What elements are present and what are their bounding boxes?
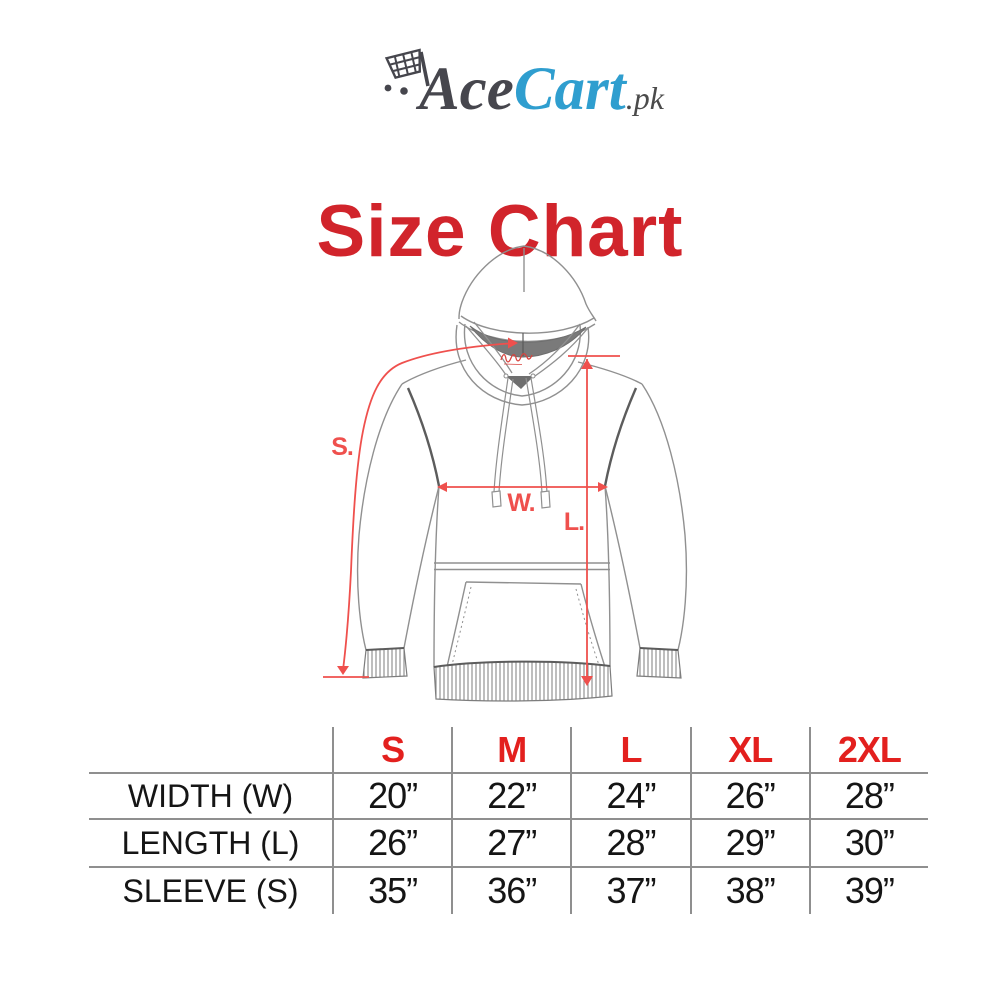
cell-sleeve-m: 36”	[451, 866, 571, 914]
cell-length-2xl: 30”	[808, 818, 928, 866]
sleeve-measure-line	[342, 342, 517, 671]
cell-sleeve-2xl: 39”	[808, 866, 928, 914]
row-label-width: WIDTH (W)	[89, 772, 332, 818]
sleeve-label: S.	[331, 433, 353, 461]
col-header-xl: XL	[689, 727, 809, 772]
col-header-s: S	[332, 727, 451, 772]
cell-width-xl: 26”	[689, 772, 809, 818]
measure-arrowheads	[337, 337, 608, 686]
raglan-seams	[406, 387, 638, 487]
length-label: L.	[564, 508, 584, 536]
brand-logo: AceCart.pk	[383, 40, 683, 132]
cell-length-l: 28”	[570, 818, 690, 866]
logo-text-domain: .pk	[625, 80, 664, 116]
width-label: W.	[507, 489, 534, 517]
col-header-l: L	[570, 727, 689, 772]
cell-sleeve-l: 37”	[570, 866, 690, 914]
ribbed-hem	[433, 660, 613, 702]
brand-name: AceCart.pk	[419, 56, 664, 123]
row-label-length: LENGTH (L)	[89, 818, 332, 866]
cell-width-l: 24”	[570, 772, 690, 818]
collar-brand-signature	[500, 352, 533, 365]
cell-sleeve-s: 35”	[332, 866, 452, 914]
logo-text-ace: Ace	[419, 56, 514, 123]
cell-length-s: 26”	[332, 818, 452, 866]
row-label-sleeve: SLEEVE (S)	[89, 866, 332, 914]
table-corner-cell	[89, 727, 332, 772]
ribbed-cuffs	[362, 647, 682, 679]
page-title: Size Chart	[316, 190, 684, 272]
shopping-cart-icon	[384, 48, 430, 95]
cell-sleeve-xl: 38”	[689, 866, 809, 914]
logo-text-cart: Cart	[513, 56, 626, 123]
col-header-2xl: 2XL	[808, 727, 928, 772]
cell-width-s: 20”	[332, 772, 452, 818]
cell-length-xl: 29”	[689, 818, 809, 866]
size-table: S M L XL 2XL WIDTH (W) 20” 22” 24” 26” 2…	[89, 727, 928, 914]
kangaroo-pocket	[446, 581, 606, 668]
hoodie-outline	[356, 245, 688, 668]
hoodie-measurement-diagram: S. W. L.	[323, 245, 688, 702]
cell-width-2xl: 28”	[808, 772, 928, 818]
col-header-m: M	[451, 727, 570, 772]
drawstrings	[491, 377, 551, 509]
cell-width-m: 22”	[451, 772, 571, 818]
cell-length-m: 27”	[451, 818, 571, 866]
